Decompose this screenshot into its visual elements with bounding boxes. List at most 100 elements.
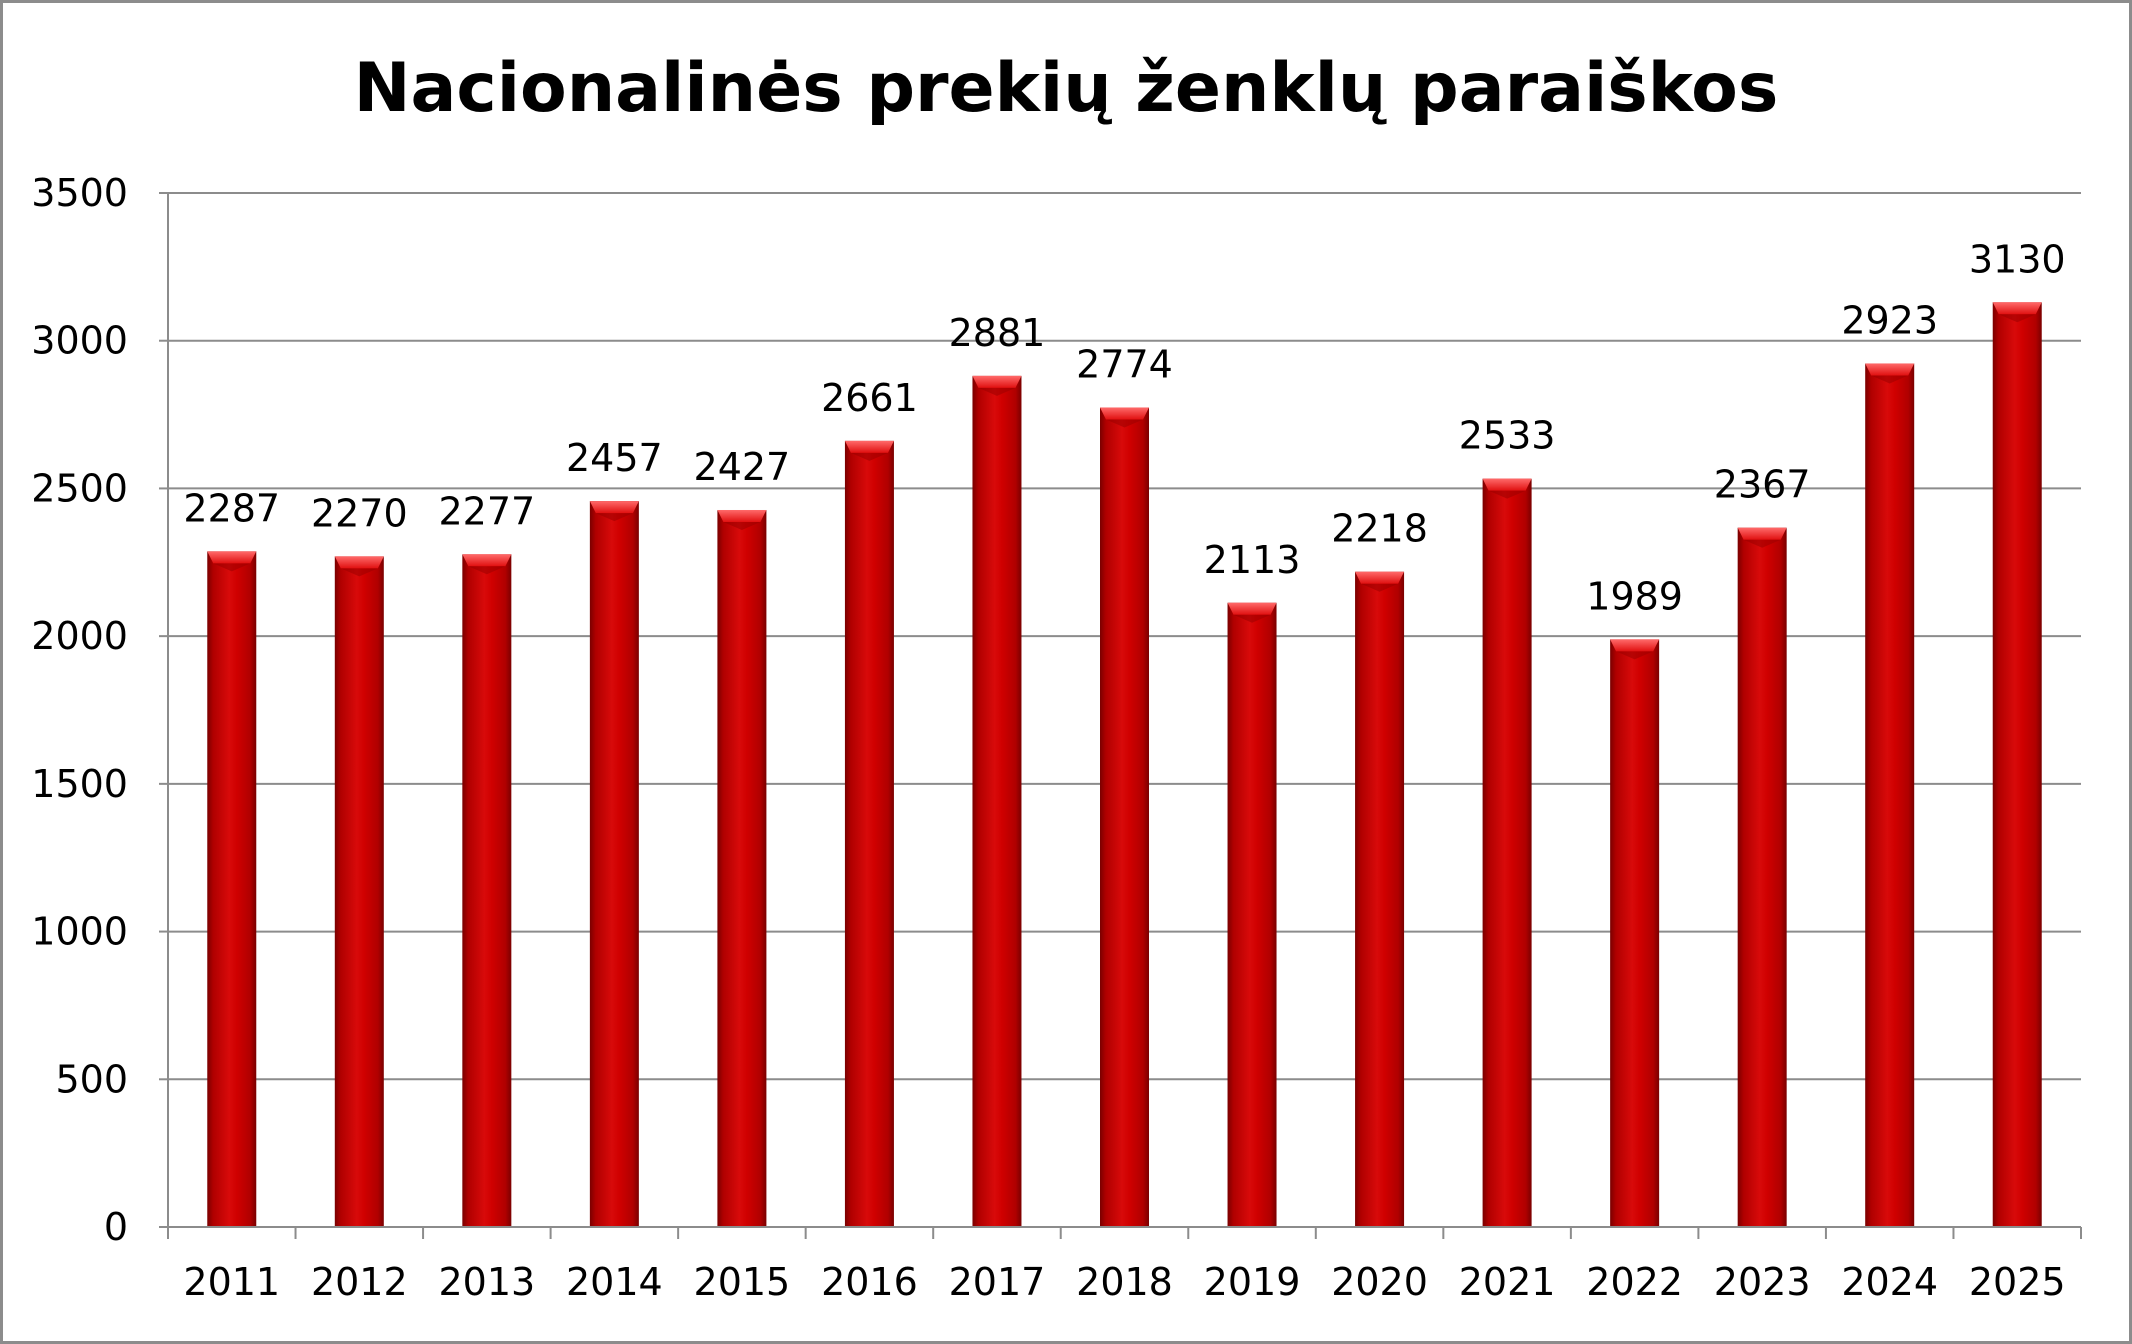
x-tick-label: 2018 [1076,1260,1173,1304]
bar-body [1992,302,2042,1227]
bar-cap-shade [850,452,888,461]
bar [1482,478,1532,1227]
bar [717,509,767,1227]
x-tick-label: 2021 [1459,1260,1556,1304]
y-tick-label: 1500 [31,762,128,806]
x-tick-label: 2023 [1714,1260,1811,1304]
x-tick-label: 2014 [566,1260,663,1304]
bar-cap [1482,478,1532,491]
bar-body [1610,639,1660,1227]
bar-body [1737,527,1787,1227]
bar-cap-shade [1233,614,1271,623]
x-tick-label: 2011 [183,1260,280,1304]
bar-body [717,509,767,1227]
x-tick-label: 2013 [438,1260,535,1304]
y-tick-label: 1000 [31,910,128,954]
x-tick-label: 2016 [821,1260,918,1304]
bar [1227,602,1277,1227]
data-label: 2218 [1331,507,1428,551]
bar-cap-shade [1361,583,1399,592]
bar-body [589,501,639,1228]
data-label: 1989 [1586,574,1683,618]
bar [462,554,512,1227]
bar-cap-shade [723,521,761,530]
bar-cap-shade [1871,375,1909,384]
bar-body [1355,571,1405,1227]
y-tick-labels: 0 500 1000 1500 2000 2500 3000 3500 [31,171,128,1249]
bar-cap [462,554,512,567]
bar-body [1227,602,1277,1227]
bar [1737,527,1787,1227]
bar [207,551,257,1227]
bar-body [334,556,384,1227]
bar-chart: Nacionalinės prekių ženklų paraiškos 0 50… [31,49,2082,1304]
data-label: 2774 [1076,342,1173,386]
bar-body [207,551,257,1227]
bar-cap-shade [1616,651,1654,660]
x-tick-label: 2017 [949,1260,1046,1304]
bars [207,302,2042,1228]
x-tick-label: 2024 [1841,1260,1938,1304]
data-label: 2923 [1841,298,1938,342]
bar-body [972,375,1022,1227]
data-label: 2533 [1459,414,1556,458]
bar-cap [1227,602,1277,615]
data-labels: 2287 2270 2277 2457 2427 2661 2881 2774 2113 2218… [183,237,2065,618]
bar-cap [589,501,639,514]
bar-cap [844,440,894,453]
bar-cap [717,509,767,522]
bar-cap [1100,407,1149,420]
bar [1865,363,1915,1227]
y-tick-label: 500 [55,1057,128,1101]
bar-cap-shade [340,568,378,577]
x-tick-label: 2015 [694,1260,791,1304]
y-tick-label: 3500 [31,171,128,215]
bar-cap [1355,571,1405,584]
data-label: 2270 [311,491,408,535]
data-label: 3130 [1969,237,2066,281]
x-tick-label: 2020 [1331,1260,1428,1304]
y-tick-label: 3000 [31,319,128,363]
y-tick-label: 0 [104,1205,128,1249]
x-tick-labels: 2011 2012 2013 2014 2015 2016 2017 2018 2019 2020… [183,1260,2065,1304]
data-label: 2113 [1204,538,1301,582]
bar [1992,302,2042,1227]
bar-cap-shade [1106,419,1143,428]
bar-cap [972,375,1022,388]
x-tick-label: 2019 [1204,1260,1301,1304]
bar-cap-shade [213,563,251,572]
y-tick-label: 2000 [31,614,128,658]
bar-cap-shade [1488,490,1526,499]
data-label: 2367 [1714,463,1811,507]
bar [1100,407,1149,1227]
data-label: 2881 [949,311,1046,355]
bar-body [1482,478,1532,1227]
bar-cap-shade [595,513,633,522]
bar-cap-shade [978,387,1016,396]
data-label: 2427 [694,445,791,489]
x-tick-label: 2012 [311,1260,408,1304]
y-tick-label: 2500 [31,466,128,510]
chart-title: Nacionalinės prekių ženklų paraiškos [354,49,1779,128]
bar [334,556,384,1227]
bar-cap [1737,527,1787,540]
bar-body [1100,407,1149,1227]
bar [972,375,1022,1227]
data-label: 2287 [183,486,280,530]
bar-body [1865,363,1915,1227]
bar-cap-shade [468,566,506,575]
bar [844,440,894,1227]
x-tick-label: 2025 [1969,1260,2066,1304]
bar-body [844,440,894,1227]
bar-body [462,554,512,1227]
axes [159,192,2082,1239]
bar-cap [1610,639,1660,652]
data-label: 2661 [821,376,918,420]
bar-cap [1865,363,1915,376]
data-label: 2457 [566,436,663,480]
bar [1610,639,1660,1227]
data-label: 2277 [438,489,535,533]
bar [589,501,639,1228]
bar [1355,571,1405,1227]
